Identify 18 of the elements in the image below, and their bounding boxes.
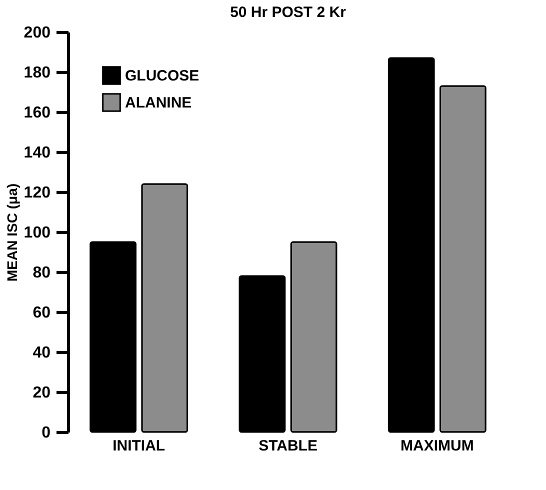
y-tick-label: 180: [24, 64, 51, 82]
y-tick-label: 0: [42, 424, 51, 442]
y-tick-label: 40: [32, 344, 51, 362]
x-tick-label: INITIAL: [112, 438, 166, 454]
chart-title: 50 Hr POST 2 Kr: [230, 4, 346, 21]
y-tick-label: 20: [32, 384, 51, 402]
y-tick-label: 120: [24, 184, 51, 202]
y-tick-label: 100: [24, 224, 51, 242]
y-tick-label: 60: [32, 304, 51, 322]
legend-label: ALANINE: [125, 94, 192, 112]
legend-label: GLUCOSE: [125, 68, 200, 84]
y-axis-title: MEAN ISC (μa): [4, 183, 20, 282]
y-tick-label: 80: [32, 264, 51, 282]
y-tick-label: 200: [24, 24, 51, 42]
y-tick-label: 160: [24, 104, 51, 122]
x-tick-label: MAXIMUM: [400, 438, 474, 454]
y-tick-label: 140: [24, 144, 51, 162]
x-tick-label: STABLE: [258, 438, 318, 454]
